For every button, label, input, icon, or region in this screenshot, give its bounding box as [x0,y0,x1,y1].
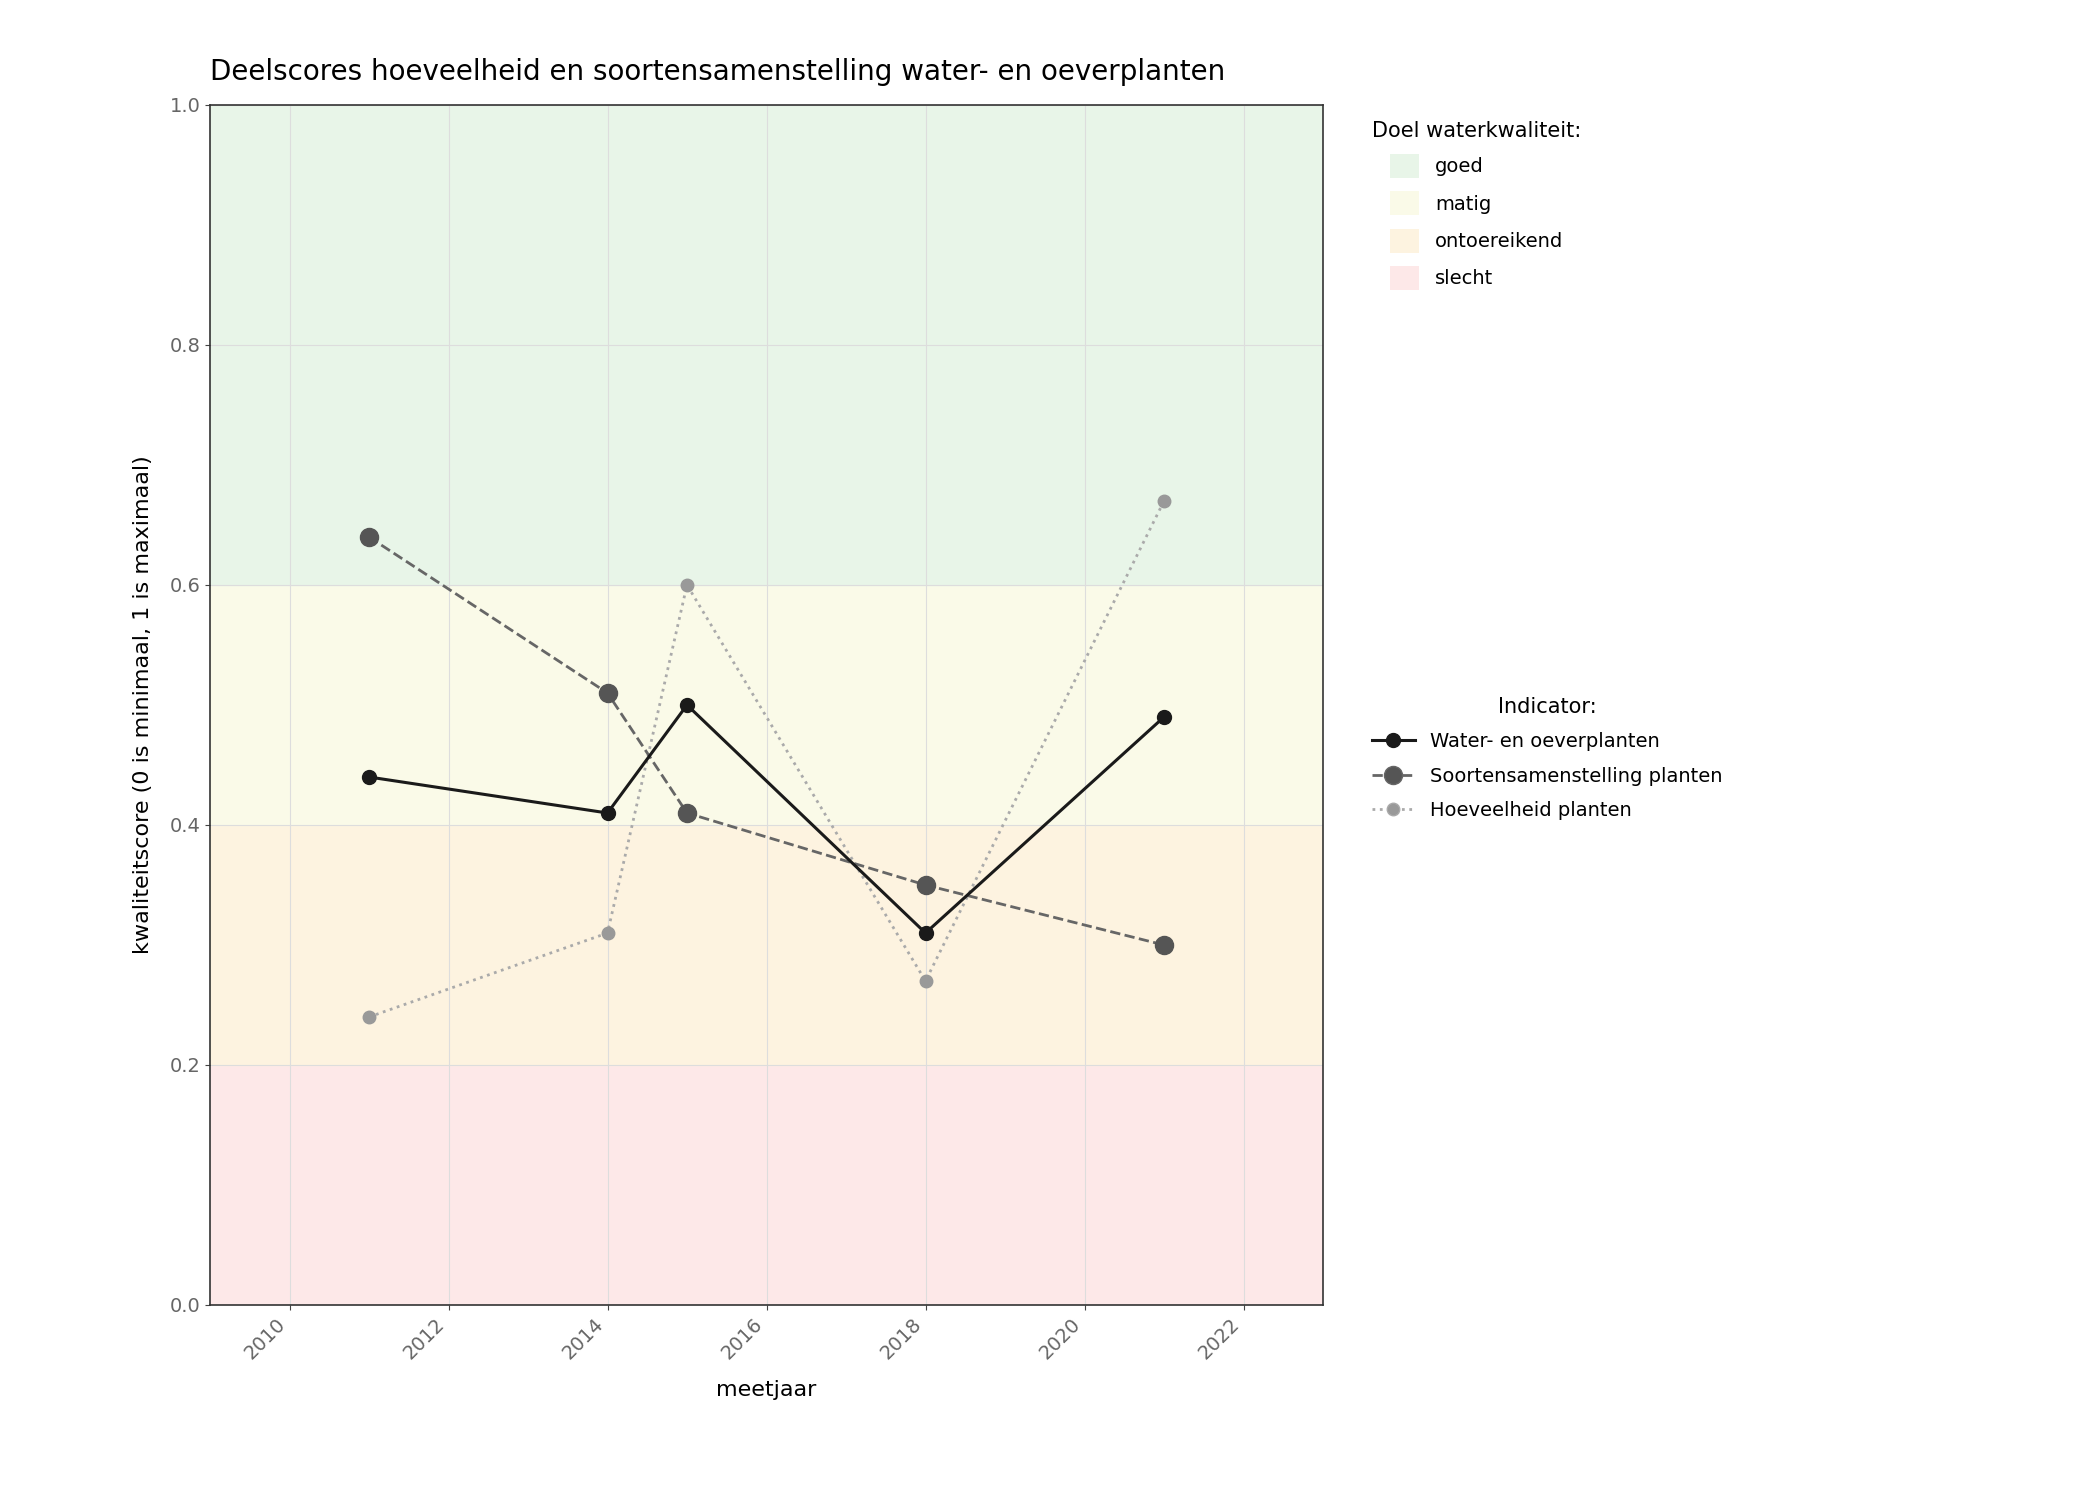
Y-axis label: kwaliteitscore (0 is minimaal, 1 is maximaal): kwaliteitscore (0 is minimaal, 1 is maxi… [132,456,153,954]
Bar [210,585,1323,825]
X-axis label: meetjaar: meetjaar [716,1380,817,1400]
Text: Deelscores hoeveelheid en soortensamenstelling water- en oeverplanten: Deelscores hoeveelheid en soortensamenst… [210,58,1224,86]
Bar [210,1065,1323,1305]
Bar [210,105,1323,585]
Bar [210,825,1323,1065]
Legend: Water- en oeverplanten, Soortensamenstelling planten, Hoeveelheid planten: Water- en oeverplanten, Soortensamenstel… [1367,690,1728,826]
